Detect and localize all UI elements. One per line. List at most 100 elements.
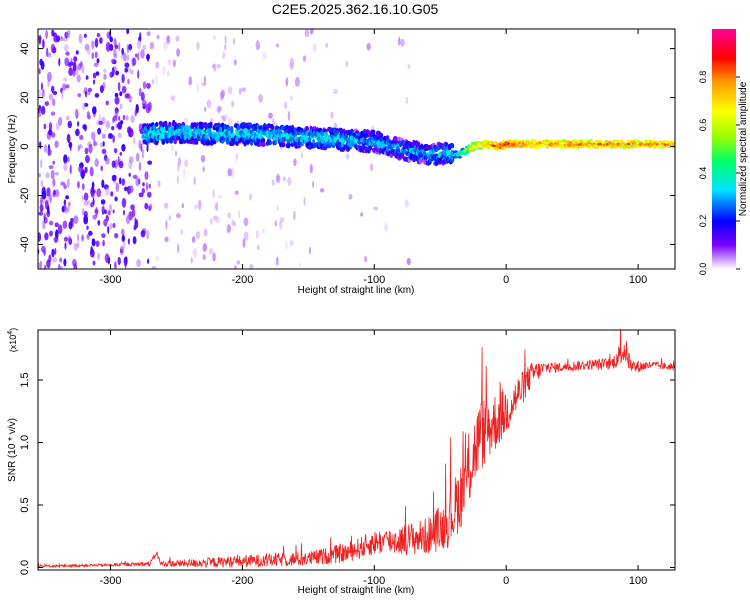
heatmap-noise-cell [94,38,99,48]
heatmap-ridge-cell [317,131,321,137]
heatmap-noise-cell [66,133,71,143]
heatmap-noise-cell [50,43,56,54]
heatmap-noise-cell [93,79,96,85]
heatmap-noise-cell [42,39,45,49]
heatmap-noise-cell [121,47,124,56]
heatmap-noise-cell [243,217,249,227]
heatmap-noise-cell [407,64,411,69]
heatmap-noise-cell [58,57,61,67]
heatmap-noise-cell [215,216,221,224]
heatmap-noise-cell [289,95,293,101]
heatmap-noise-cell [83,214,89,225]
heatmap-noise-cell [191,236,196,243]
heatmap-noise-cell [83,192,89,201]
heatmap-noise-cell [180,228,184,236]
heatmap-noise-cell [78,33,83,44]
heatmap-noise-cell [213,63,217,72]
heatmap-noise-cell [114,261,117,269]
heatmap-noise-cell [238,209,241,219]
heatmap-noise-cell [135,177,140,187]
heatmap-noise-cell [118,42,121,52]
heatmap-noise-cell [95,71,100,76]
heatmap-noise-cell [41,190,47,200]
heatmap-noise-cell [192,247,198,258]
heatmap-noise-cell [39,204,44,212]
y-tick-label: -40 [19,237,31,253]
heatmap-noise-cell [46,187,51,197]
heatmap-noise-cell [289,62,294,71]
heatmap-noise-cell [98,114,101,122]
heatmap-noise-cell [66,178,70,188]
heatmap-noise-cell [60,36,63,42]
heatmap-ridge-cell [370,129,376,135]
heatmap-noise-cell [51,248,55,258]
heatmap-noise-cell [233,59,237,66]
x-tick-label: -100 [363,575,385,587]
heatmap-ridge-cell [367,130,371,136]
heatmap-noise-cell [141,148,145,159]
heatmap-ridge-cell [472,148,477,151]
heatmap-noise-cell [309,163,313,174]
heatmap-noise-cell [203,75,206,84]
snr-multiplier-base: (x10 [8,335,18,353]
heatmap-noise-cell [275,174,281,184]
heatmap-noise-cell [222,51,226,60]
heatmap-noise-cell [154,256,160,261]
heatmap-noise-cell [398,36,401,46]
heatmap-noise-cell [166,70,170,77]
heatmap-noise-cell [300,151,303,160]
heatmap-noise-cell [126,214,131,225]
heatmap-noise-cell [38,35,42,41]
heatmap-noise-cell [215,202,219,211]
heatmap-noise-cell [54,237,58,244]
heatmap-noise-cell [285,241,288,251]
heatmap-ridge-cell [463,153,468,156]
heatmap-ridge-cell [450,155,454,160]
heatmap-noise-cell [325,42,329,49]
x-tick-label: -200 [231,575,253,587]
heatmap-noise-cell [112,115,118,122]
heatmap-noise-cell [70,57,73,67]
heatmap-noise-cell [242,238,246,248]
heatmap-noise-cell [271,179,275,186]
heatmap-noise-cell [121,234,126,242]
heatmap-noise-cell [125,115,129,121]
heatmap-noise-cell [52,160,56,165]
snr-frame [37,329,676,571]
heatmap-noise-cell [212,189,215,198]
heatmap-noise-cell [243,231,249,241]
heatmap-noise-cell [128,172,131,177]
heatmap-noise-cell [312,181,315,188]
heatmap-noise-cell [92,106,97,115]
heatmap-noise-cell [293,210,296,221]
heatmap-ridge-cell [466,150,470,153]
heatmap-noise-cell [235,153,238,162]
heatmap-noise-cell [52,98,56,106]
heatmap-noise-cell [140,91,145,102]
svg-text:(x104): (x104) [7,328,18,352]
heatmap-ridge-cell [158,120,163,126]
heatmap-noise-cell [405,96,409,105]
heatmap-noise-cell [109,36,113,43]
heatmap-noise-cell [117,156,120,166]
heatmap-noise-cell [84,147,89,155]
heatmap-noise-cell [60,181,66,186]
heatmap-ridge-cell [541,144,546,147]
heatmap-noise-cell [94,51,98,59]
heatmap-noise-cell [176,48,181,57]
heatmap-noise-cell [345,60,349,68]
heatmap-ridge-cell [176,135,180,141]
heatmap-noise-cell [162,66,167,75]
colorbar: 0.0 0.2 0.4 0.6 0.8 Normalized spectral ampl… [698,29,749,275]
heatmap-noise-cell [146,181,148,192]
heatmap-noise-cell [135,53,138,58]
heatmap-noise-cell [147,53,150,62]
heatmap-noise-cell [38,89,42,98]
snr-multiplier-exp: 4 [7,331,14,335]
heatmap-noise-cell [39,58,43,66]
heatmap-noise-cell [77,180,80,189]
heatmap-noise-cell [112,209,115,214]
heatmap-noise-cell [96,58,100,64]
heatmap-noise-cell [142,182,145,187]
heatmap-noise-cell [319,188,325,193]
